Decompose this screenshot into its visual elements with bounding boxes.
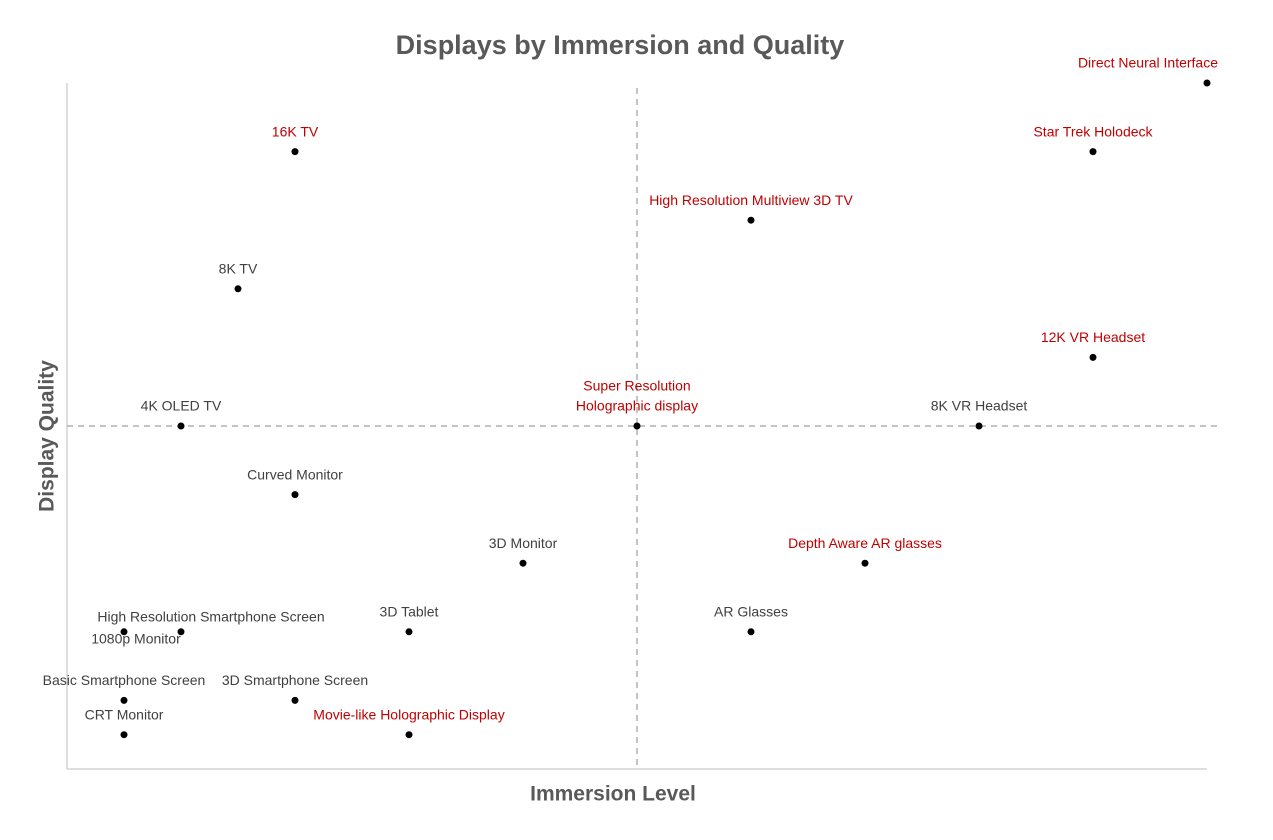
point <box>405 731 413 739</box>
point-label: AR Glasses <box>714 604 788 620</box>
point <box>861 559 869 567</box>
point-label: Star Trek Holodeck <box>1033 123 1153 139</box>
point <box>291 491 299 499</box>
point-label: Basic Smartphone Screen <box>43 672 206 688</box>
point-label: 3D Tablet <box>380 604 439 620</box>
point-label: Curved Monitor <box>247 466 343 482</box>
point <box>291 696 299 704</box>
chart-title: Displays by Immersion and Quality <box>396 30 845 60</box>
point <box>177 422 185 430</box>
point <box>1089 353 1097 361</box>
point-label: 12K VR Headset <box>1041 329 1145 345</box>
point <box>120 628 128 636</box>
point <box>291 148 299 156</box>
y-axis-title: Display Quality <box>36 360 59 512</box>
point <box>177 628 185 636</box>
point-label: 8K VR Headset <box>931 398 1028 414</box>
point-label: 1080p Monitor <box>91 631 181 647</box>
point-label: 3D Monitor <box>489 535 558 551</box>
point-label: Movie-like Holographic Display <box>313 706 504 722</box>
point-label: 8K TV <box>219 261 258 277</box>
point <box>1203 79 1211 87</box>
point-label: Direct Neural Interface <box>1078 55 1218 71</box>
point-label: Holographic display <box>576 398 698 414</box>
point <box>975 422 983 430</box>
point <box>120 731 128 739</box>
point-label: CRT Monitor <box>85 706 164 722</box>
point <box>405 628 413 636</box>
point <box>1089 148 1097 156</box>
point <box>234 285 242 293</box>
point-label: 3D Smartphone Screen <box>222 672 368 688</box>
point-label: High Resolution Smartphone Screen <box>97 609 324 625</box>
point-label: 16K TV <box>272 123 319 139</box>
point <box>120 696 128 704</box>
point-label: High Resolution Multiview 3D TV <box>649 192 853 208</box>
point <box>633 422 641 430</box>
point-label: Super Resolution <box>583 378 690 394</box>
point-label: 4K OLED TV <box>141 398 222 414</box>
point-label: Depth Aware AR glasses <box>788 535 942 551</box>
point <box>519 559 527 567</box>
point <box>747 216 755 224</box>
point <box>747 628 755 636</box>
x-axis-title: Immersion Level <box>530 783 696 806</box>
